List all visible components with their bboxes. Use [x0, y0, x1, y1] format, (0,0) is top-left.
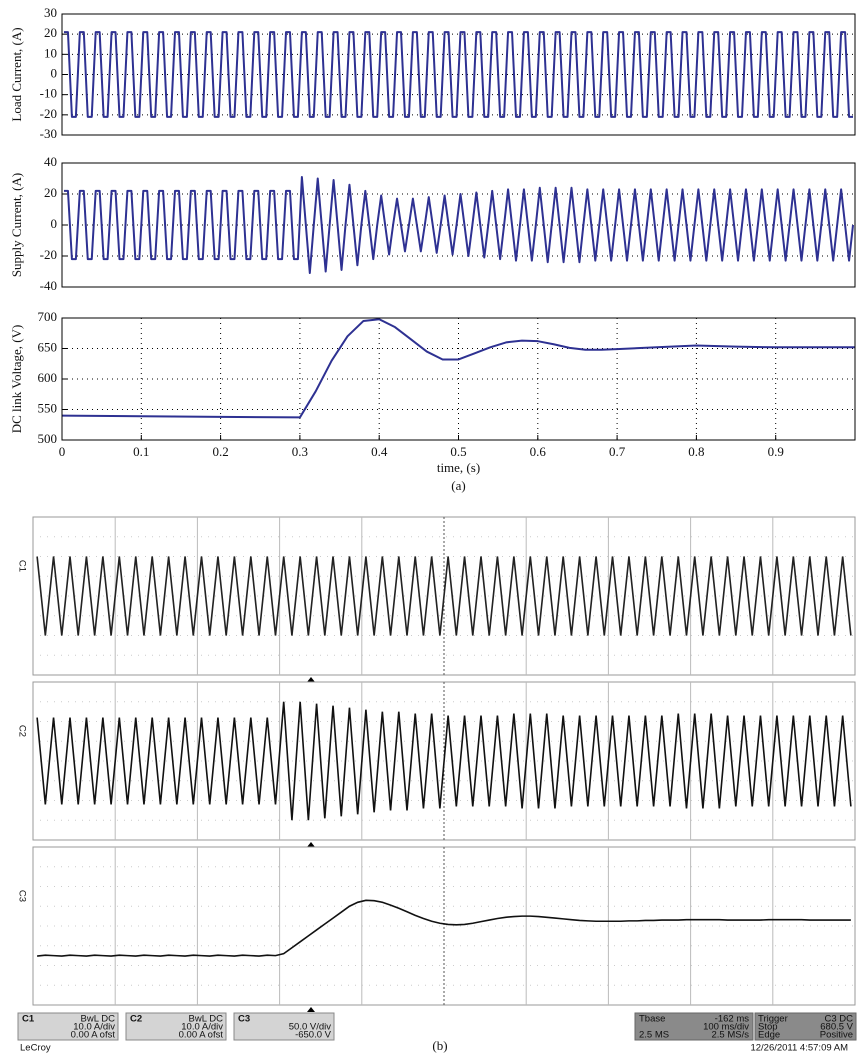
y-tick-label: 650 [38, 339, 58, 354]
trigger-marker [307, 1007, 315, 1012]
y-tick-label: 40 [44, 154, 57, 169]
channel-name: C3 [238, 1014, 250, 1025]
y-axis-label: Load Current, (A) [9, 27, 24, 121]
caption: (a) [451, 478, 465, 493]
x-tick-label: 0.6 [530, 444, 547, 459]
x-tick-label: 0.1 [133, 444, 149, 459]
x-axis-label: time, (s) [437, 460, 480, 475]
y-tick-label: 10 [44, 45, 57, 60]
timebase-text: 2.5 MS [639, 1030, 669, 1041]
brand: LeCroy [20, 1043, 51, 1054]
y-tick-label: 600 [38, 370, 58, 385]
x-tick-label: 0.2 [212, 444, 228, 459]
x-tick-label: 0.3 [292, 444, 308, 459]
trigger-marker [307, 677, 315, 682]
x-tick-label: 0.7 [609, 444, 626, 459]
x-tick-label: 0 [59, 444, 66, 459]
y-tick-label: 0 [51, 216, 58, 231]
y-axis-label: Supply Current, (A) [9, 173, 24, 277]
channel-label: C3 [16, 890, 27, 902]
y-tick-label: -40 [40, 278, 57, 293]
y-tick-label: 700 [38, 309, 58, 324]
channel-name: C1 [22, 1014, 35, 1025]
channel-offset: 0.00 A ofst [179, 1030, 224, 1041]
timebase-text: 2.5 MS/s [712, 1030, 750, 1041]
y-tick-label: -10 [40, 86, 57, 101]
caption: (b) [432, 1038, 447, 1053]
y-tick-label: 20 [44, 25, 57, 40]
y-tick-label: -30 [40, 126, 57, 141]
x-tick-label: 0.8 [688, 444, 704, 459]
figure: -30 -20 -10 0 10 20 30 Load Current, (A) -40 -20 0… [0, 0, 857, 1055]
y-tick-label: -20 [40, 106, 57, 121]
y-tick-label: 550 [38, 400, 58, 415]
channel-offset: -650.0 V [295, 1030, 332, 1041]
x-tick-label: 0.9 [768, 444, 784, 459]
y-tick-label: 30 [44, 5, 57, 20]
channel-label: C2 [16, 725, 27, 737]
timebase-text: Tbase [639, 1014, 665, 1025]
y-tick-label: 500 [38, 431, 58, 446]
y-tick-label: -20 [40, 247, 57, 262]
trigger-text: Edge [758, 1030, 780, 1041]
scope-panel [33, 847, 855, 1005]
trigger-marker [307, 842, 315, 847]
channel-label: C1 [16, 560, 27, 572]
x-tick-label: 0.5 [450, 444, 466, 459]
y-tick-label: 20 [44, 185, 57, 200]
timestamp: 12/26/2011 4:57:09 AM [750, 1043, 848, 1054]
trigger-text: Positive [820, 1030, 853, 1041]
channel-name: C2 [130, 1014, 142, 1025]
y-tick-label: 0 [51, 65, 58, 80]
y-axis-label: DC link Voltage, (V) [9, 325, 24, 434]
x-tick-label: 0.4 [371, 444, 388, 459]
channel-offset: 0.00 A ofst [71, 1030, 116, 1041]
